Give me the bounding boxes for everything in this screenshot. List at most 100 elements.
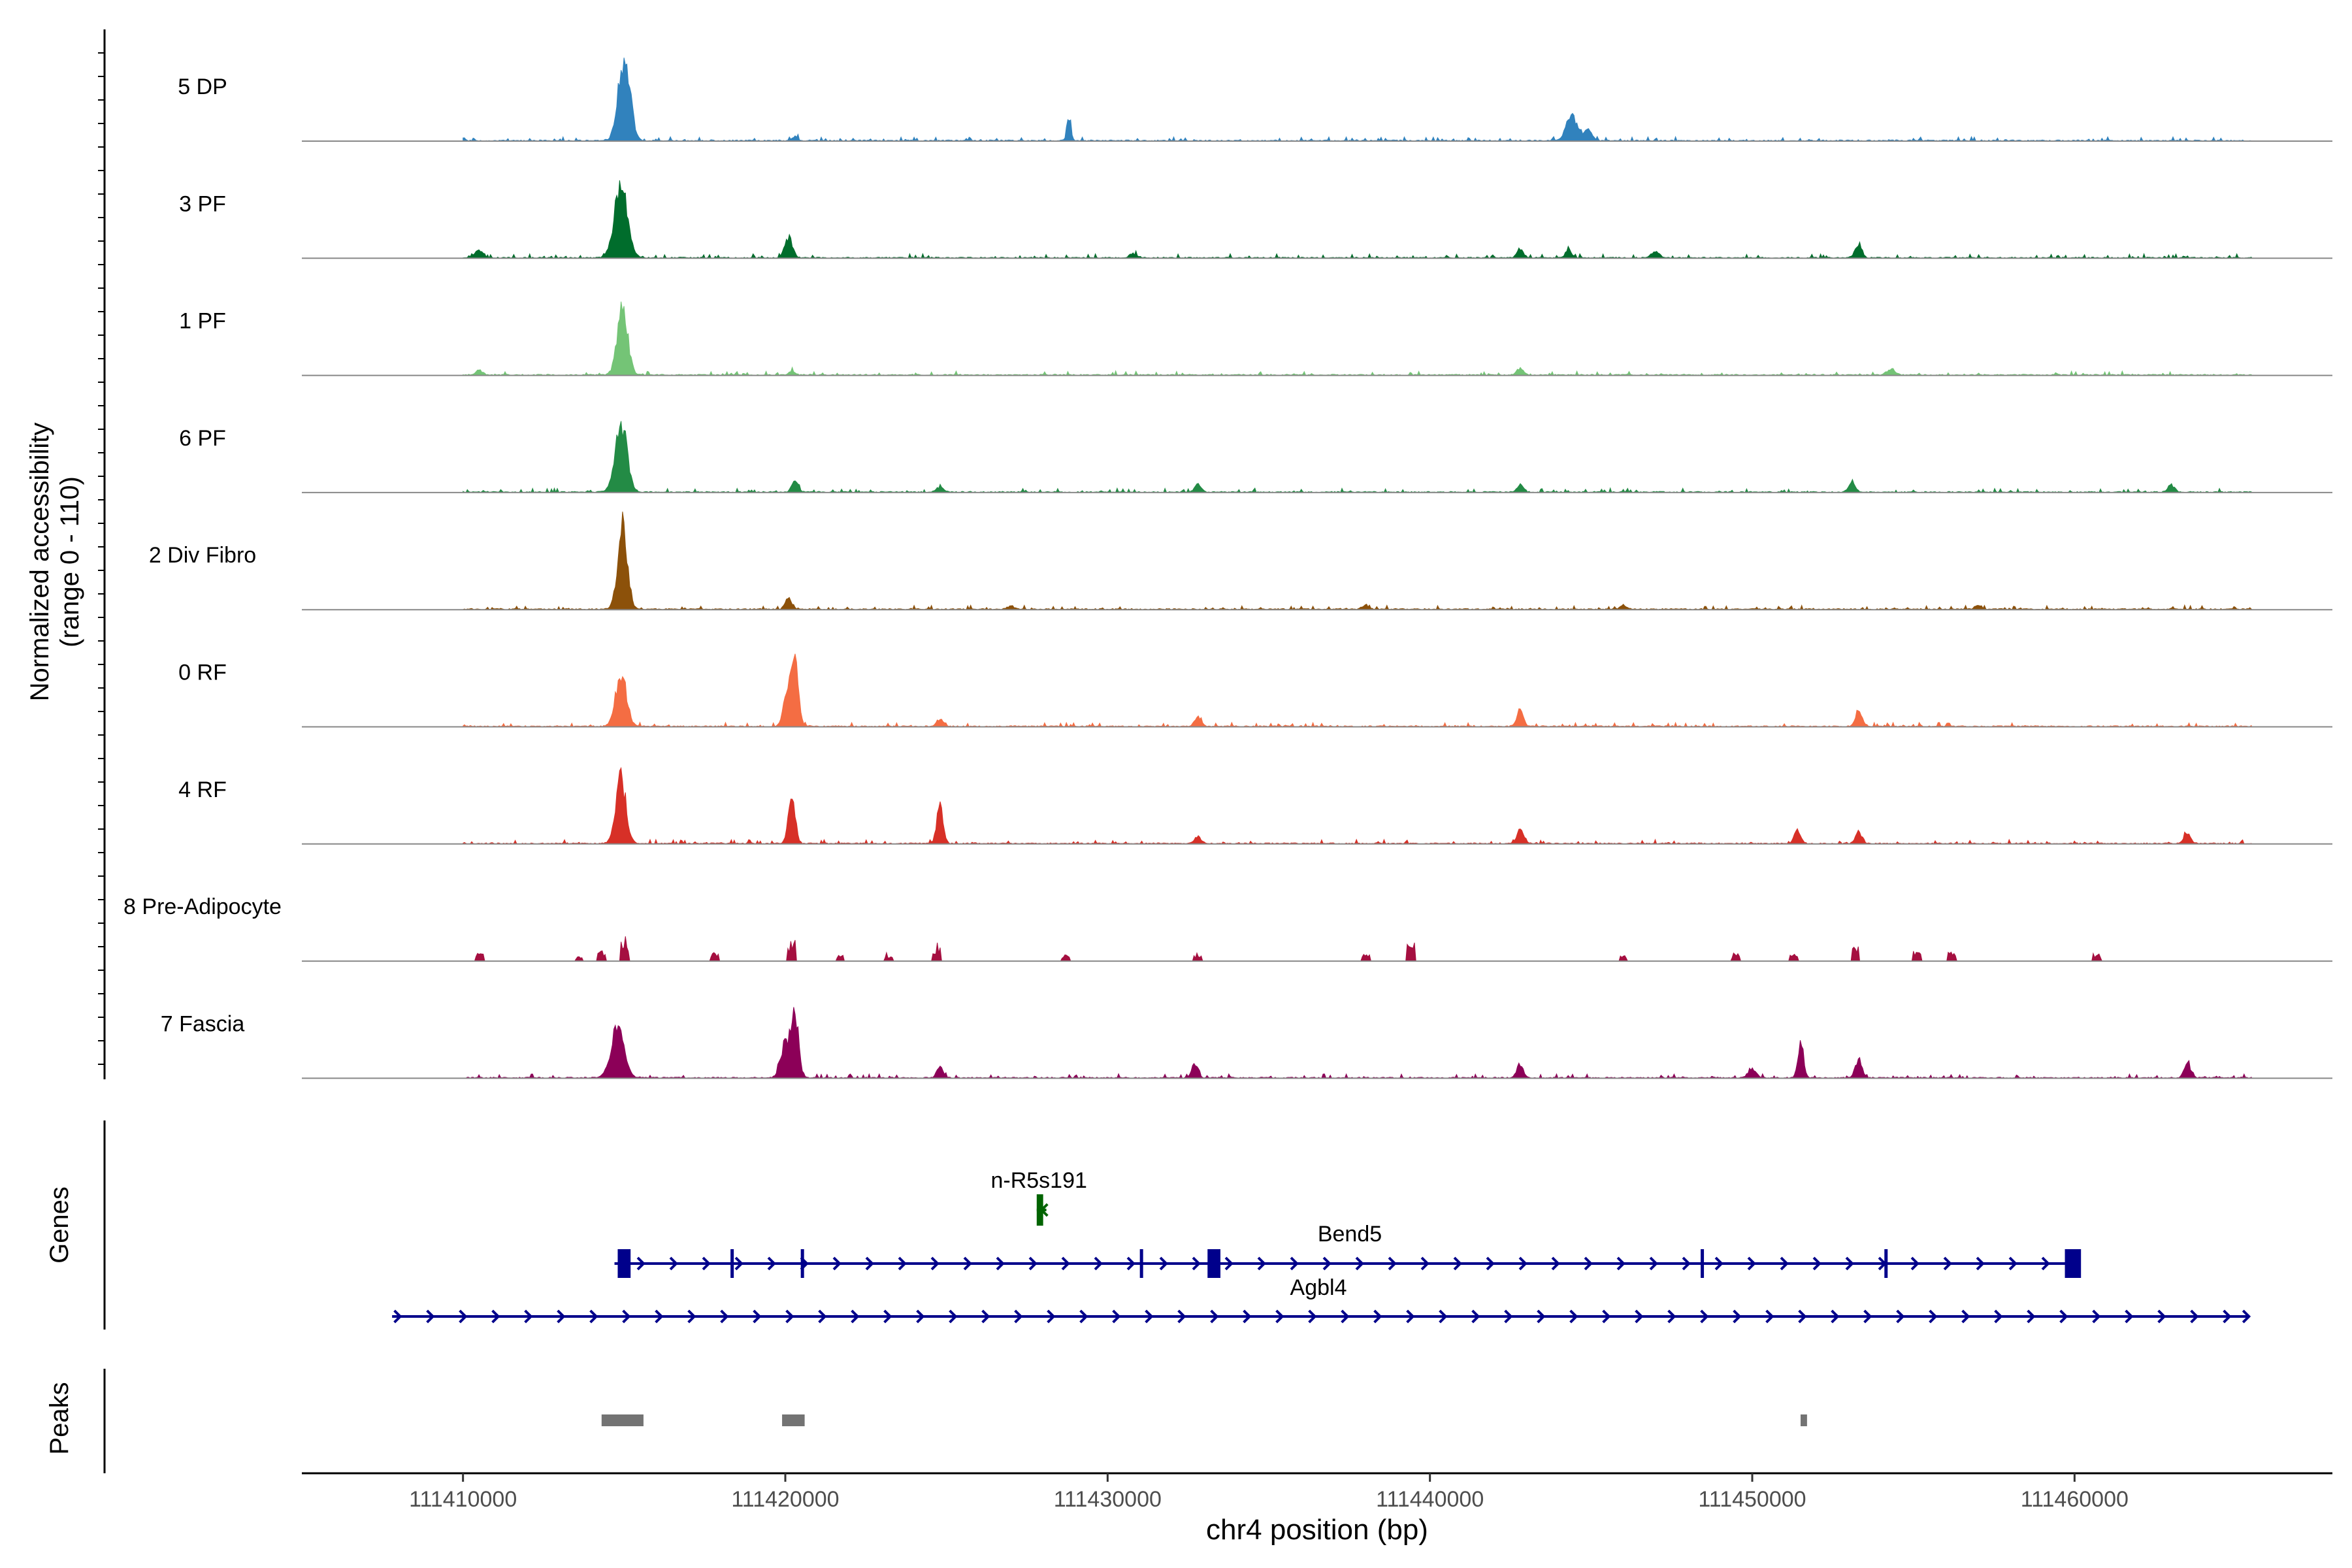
strand-chevron xyxy=(785,1309,794,1324)
y-axis-label-range: (range 0 - 110) xyxy=(56,476,84,647)
coverage-area-5-dp xyxy=(463,57,2253,142)
strand-chevron xyxy=(1733,1309,1742,1324)
strand-chevron xyxy=(1275,1309,1284,1324)
coverage-area-7-fascia xyxy=(463,1007,2253,1079)
x-tick-label: 111440000 xyxy=(1376,1487,1484,1512)
strand-chevron xyxy=(753,1309,762,1324)
strand-chevron xyxy=(1094,1256,1103,1271)
strand-chevron xyxy=(1047,1309,1056,1324)
strand-chevron xyxy=(1439,1309,1448,1324)
strand-chevron xyxy=(2242,1309,2251,1324)
coverage-tracks: 5 DP 3 PF 1 PF 6 PF 2 Div Fibro 0 RF 4 RF 8 Pre… xyxy=(123,57,2332,1079)
gene-bend5: Bend5 xyxy=(614,1222,2082,1278)
strand-chevron xyxy=(1616,1256,1625,1271)
gene-agbl4: Agbl4 xyxy=(392,1275,2251,1324)
strand-chevron xyxy=(1308,1309,1317,1324)
genes-panel: n-R5s191 Bend5 Agbl4 xyxy=(103,1120,2251,1330)
strand-chevron xyxy=(1831,1309,1840,1324)
strand-chevron xyxy=(1896,1309,1905,1324)
strand-chevron xyxy=(949,1309,958,1324)
strand-chevron xyxy=(883,1309,892,1324)
strand-chevron xyxy=(669,1256,678,1271)
strand-chevron xyxy=(687,1309,696,1324)
strand-chevron xyxy=(1192,1256,1201,1271)
strand-chevron xyxy=(393,1309,402,1324)
genes-label: Genes xyxy=(45,1186,74,1264)
strand-chevron xyxy=(491,1309,500,1324)
strand-chevron xyxy=(1388,1256,1397,1271)
strand-chevron xyxy=(1420,1256,1429,1271)
strand-chevron xyxy=(1028,1256,1037,1271)
strand-chevron xyxy=(865,1256,874,1271)
strand-chevron xyxy=(1355,1256,1364,1271)
track-4-rf: 4 RF xyxy=(178,766,2332,845)
strand-chevron xyxy=(1976,1256,1985,1271)
strand-chevron xyxy=(1994,1309,2003,1324)
strand-chevron xyxy=(1682,1256,1691,1271)
track-label: 6 PF xyxy=(179,426,226,451)
track-5-dp: 5 DP xyxy=(178,57,2332,142)
gene-label: Bend5 xyxy=(1318,1222,1382,1247)
peaks-label: Peaks xyxy=(45,1382,74,1454)
strand-chevron xyxy=(767,1256,776,1271)
strand-chevron xyxy=(2125,1309,2134,1324)
strand-chevron xyxy=(2041,1256,2050,1271)
track-8-pre-adipocyte: 8 Pre-Adipocyte xyxy=(123,894,2332,962)
coverage-area-0-rf xyxy=(463,653,2253,728)
gene-exon xyxy=(1139,1249,1143,1278)
gene-exon xyxy=(617,1249,631,1278)
strand-chevron xyxy=(524,1309,533,1324)
strand-chevron xyxy=(1210,1309,1219,1324)
strand-chevron xyxy=(1765,1309,1774,1324)
strand-chevron xyxy=(1812,1256,1821,1271)
strand-chevron xyxy=(1373,1309,1382,1324)
left-axis xyxy=(98,29,106,1079)
coverage-area-3-pf xyxy=(463,180,2253,259)
strand-chevron xyxy=(1243,1309,1252,1324)
gene-label: Agbl4 xyxy=(1290,1275,1347,1300)
strand-chevron xyxy=(832,1256,841,1271)
strand-chevron xyxy=(1014,1309,1023,1324)
strand-chevron xyxy=(1635,1309,1644,1324)
strand-chevron xyxy=(589,1309,598,1324)
track-label: 2 Div Fibro xyxy=(149,543,256,568)
strand-chevron xyxy=(916,1309,925,1324)
strand-chevron xyxy=(734,1256,743,1271)
strand-chevron xyxy=(1798,1309,1807,1324)
strand-chevron xyxy=(1112,1309,1121,1324)
strand-chevron xyxy=(2092,1309,2101,1324)
strand-chevron xyxy=(2190,1309,2199,1324)
strand-chevron xyxy=(1039,1203,1049,1217)
strand-chevron xyxy=(1518,1256,1527,1271)
strand-chevron xyxy=(1602,1309,1611,1324)
peaks-panel xyxy=(103,1369,1807,1473)
track-label: 1 PF xyxy=(179,309,226,334)
track-label: 4 RF xyxy=(178,777,227,802)
strand-chevron xyxy=(1126,1256,1135,1271)
strand-chevron xyxy=(1551,1256,1560,1271)
strand-chevron xyxy=(1145,1309,1154,1324)
strand-chevron xyxy=(898,1256,907,1271)
strand-chevron xyxy=(851,1309,860,1324)
strand-chevron xyxy=(702,1256,711,1271)
coverage-area-4-rf xyxy=(463,766,2253,845)
track-label: 8 Pre-Adipocyte xyxy=(123,894,282,919)
track-7-fascia: 7 Fascia xyxy=(161,1007,2332,1079)
strand-chevron xyxy=(996,1256,1005,1271)
track-label: 0 RF xyxy=(178,661,227,685)
peak-region xyxy=(601,1414,644,1426)
strand-chevron xyxy=(963,1256,972,1271)
strand-chevron xyxy=(1929,1309,1938,1324)
coverage-area-1-pf xyxy=(463,301,2253,376)
strand-chevron xyxy=(1486,1256,1495,1271)
x-tick-label: 111420000 xyxy=(731,1487,839,1512)
track-label: 3 PF xyxy=(179,191,226,216)
strand-chevron xyxy=(1504,1309,1513,1324)
strand-chevron xyxy=(1079,1309,1088,1324)
peak-region xyxy=(782,1414,805,1426)
strand-chevron xyxy=(1061,1256,1070,1271)
x-tick-label: 111410000 xyxy=(409,1487,517,1512)
strand-chevron xyxy=(1290,1256,1299,1271)
strand-chevron xyxy=(1224,1256,1233,1271)
strand-chevron xyxy=(622,1309,631,1324)
